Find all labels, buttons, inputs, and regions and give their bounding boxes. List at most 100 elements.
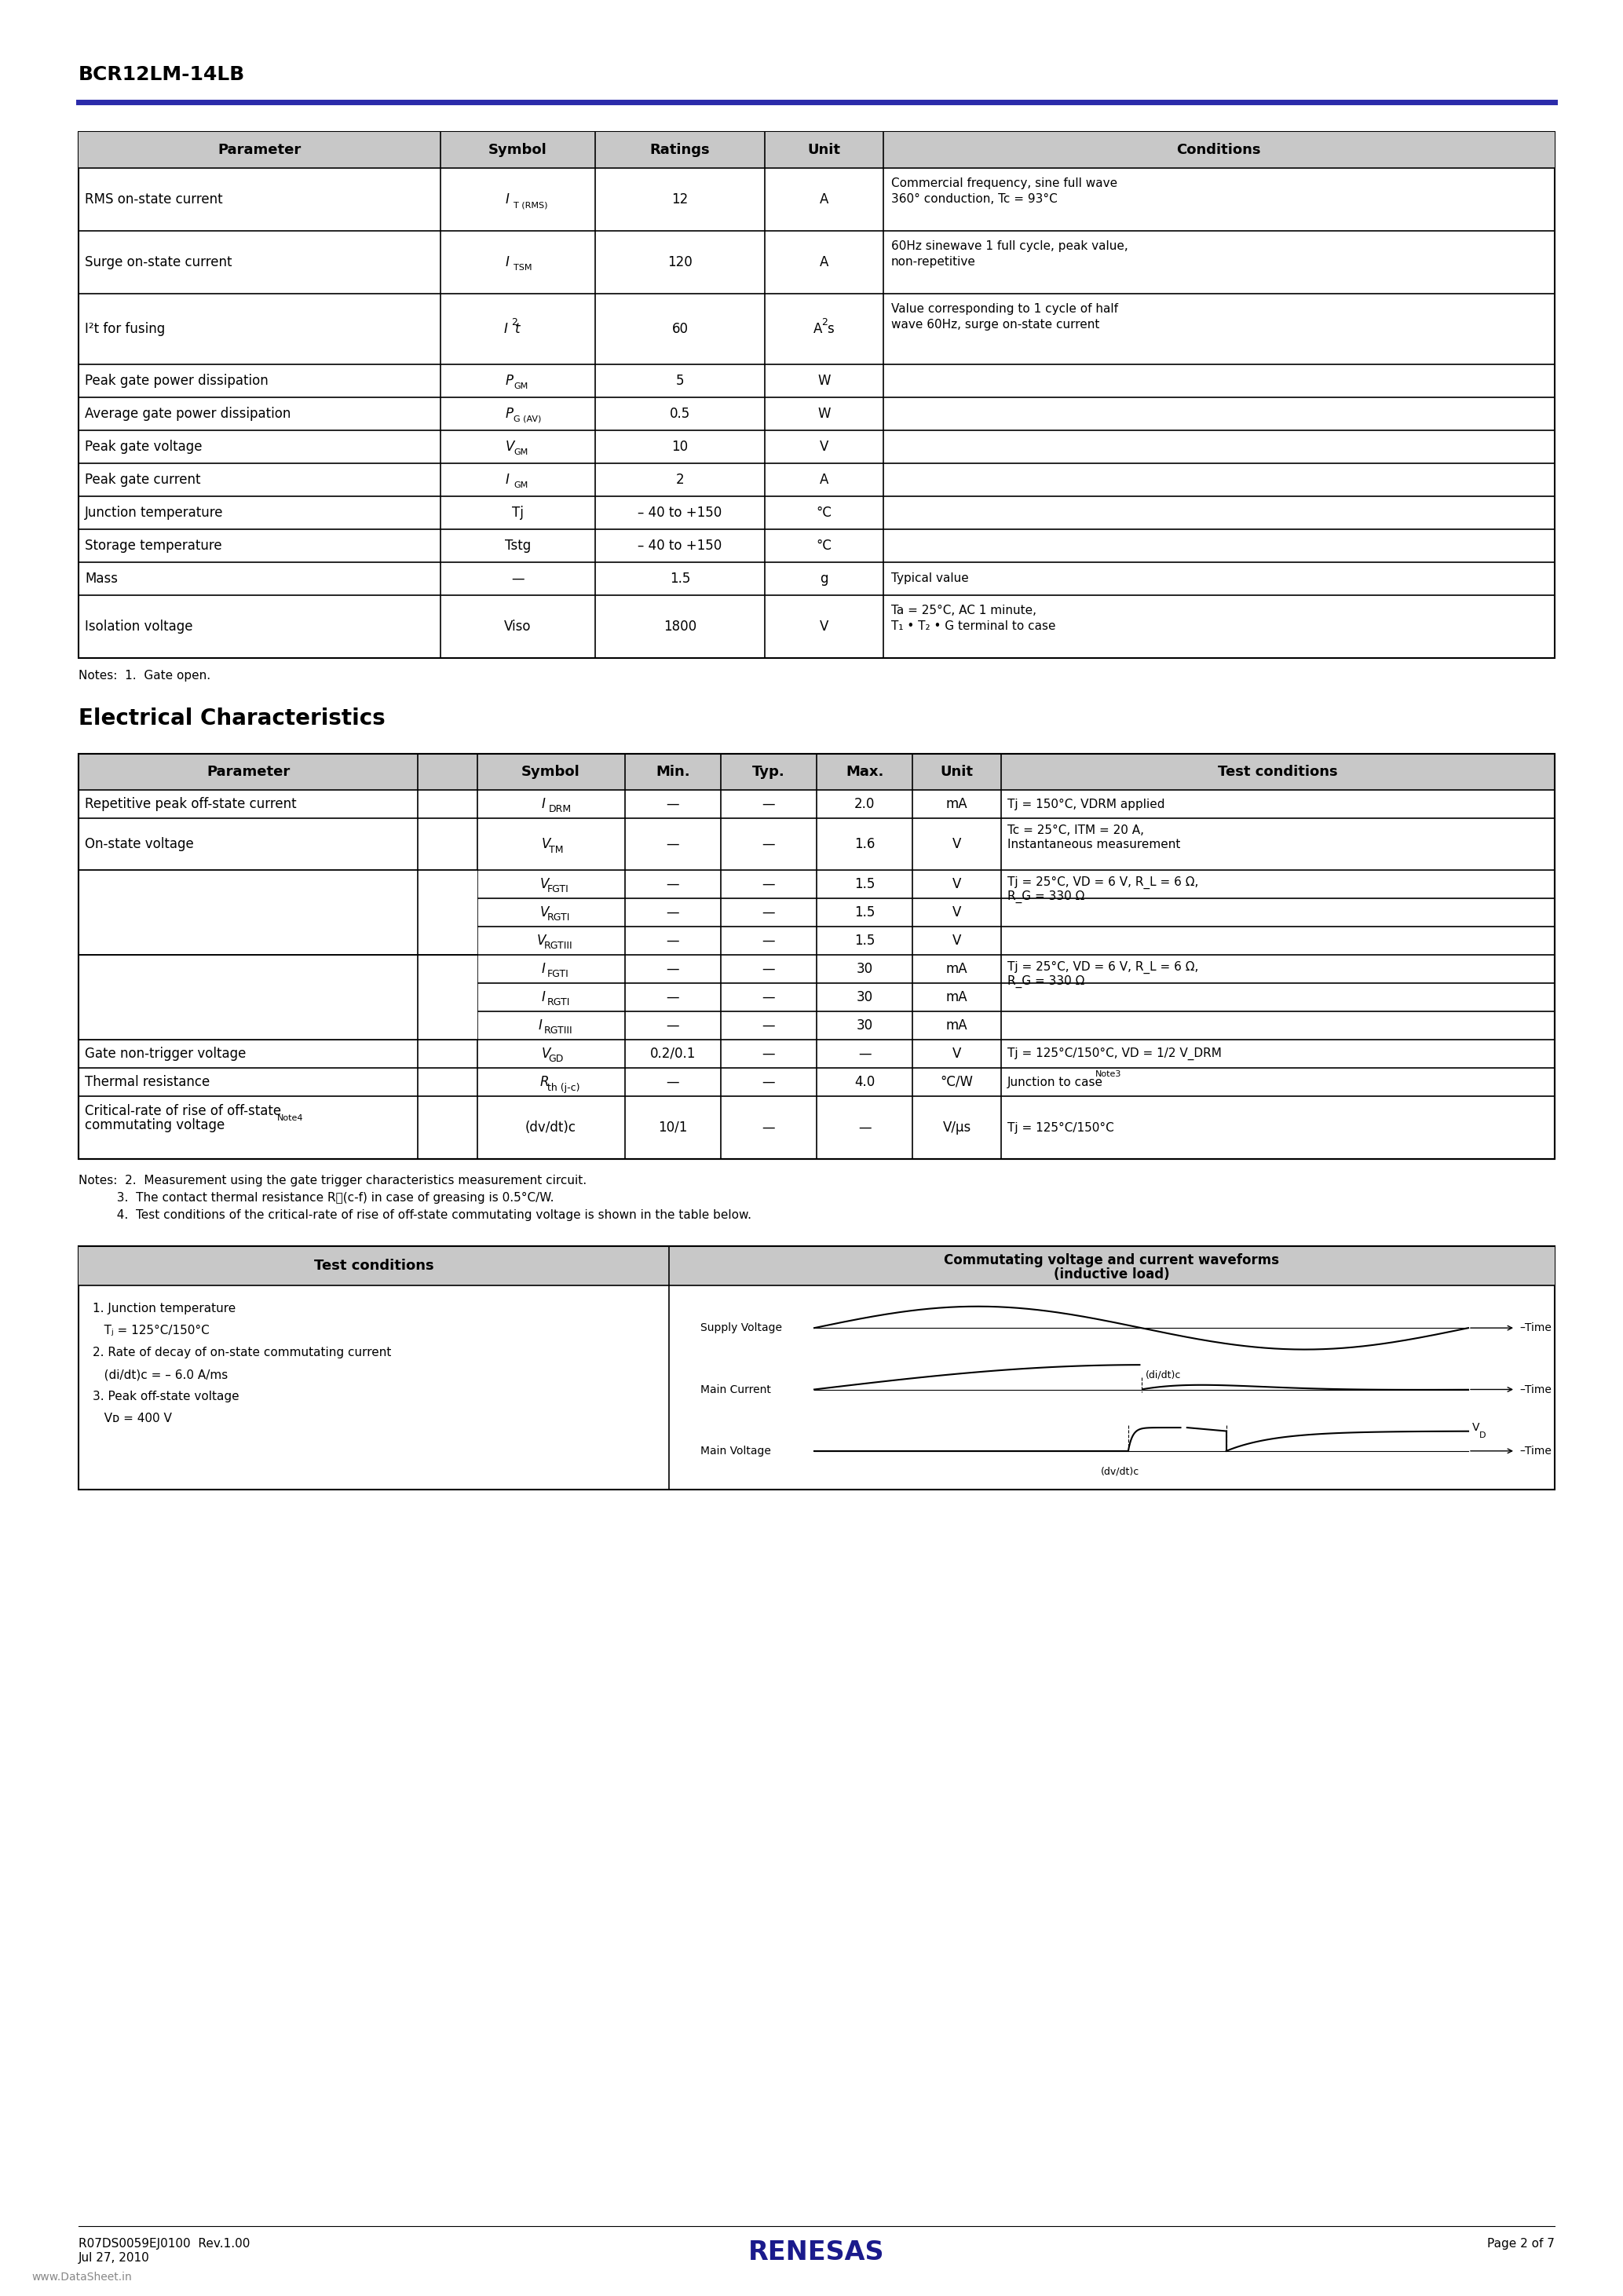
Text: Commercial frequency, sine full wave: Commercial frequency, sine full wave (891, 177, 1117, 188)
Text: 10/1: 10/1 (657, 1120, 688, 1134)
Text: 30: 30 (857, 990, 873, 1003)
Text: RENESAS: RENESAS (748, 2239, 885, 2264)
Text: °C: °C (816, 540, 831, 553)
Text: III: III (441, 934, 453, 948)
Text: I: I (446, 877, 450, 891)
Text: 4.0: 4.0 (854, 1075, 875, 1088)
Text: —: — (763, 1019, 776, 1033)
Text: Commutating voltage and current waveforms: Commutating voltage and current waveform… (945, 1254, 1279, 1267)
Bar (78, 131, 1555, 659)
Text: Peak gate voltage: Peak gate voltage (84, 441, 203, 455)
Text: I: I (505, 193, 510, 207)
Text: Value corresponding to 1 cycle of half: Value corresponding to 1 cycle of half (891, 303, 1118, 315)
Text: Tj: Tj (511, 505, 524, 519)
Text: I: I (446, 962, 450, 976)
Text: Jul 27, 2010: Jul 27, 2010 (78, 2252, 149, 2264)
Text: °C/W: °C/W (940, 1075, 974, 1088)
Text: 1.5: 1.5 (854, 877, 875, 891)
Text: —: — (665, 797, 678, 810)
Text: TSM: TSM (514, 264, 532, 271)
Text: —: — (859, 1047, 872, 1061)
Text: (di/dt)c = – 6.0 A/ms: (di/dt)c = – 6.0 A/ms (93, 1368, 227, 1380)
Text: Unit: Unit (940, 765, 974, 778)
Bar (78, 131, 1555, 168)
Text: A: A (820, 473, 828, 487)
Text: V: V (505, 441, 514, 455)
Text: —: — (763, 905, 776, 918)
Text: GM: GM (514, 482, 527, 489)
Text: —: — (665, 1019, 678, 1033)
Text: Conditions: Conditions (1177, 142, 1261, 156)
Text: II: II (443, 905, 451, 918)
Bar (78, 1247, 669, 1286)
Text: Parameter: Parameter (217, 142, 300, 156)
Text: Tc = 25°C, ITM = 20 A,: Tc = 25°C, ITM = 20 A, (1008, 824, 1144, 836)
Text: mA: mA (946, 962, 967, 976)
Text: Test conditions: Test conditions (313, 1258, 433, 1272)
Text: RGTIII: RGTIII (544, 1026, 573, 1035)
Text: —: — (665, 838, 678, 852)
Text: BCR12LM-14LB: BCR12LM-14LB (78, 64, 245, 85)
Text: P: P (505, 406, 513, 420)
Text: Typical value: Typical value (891, 572, 969, 585)
Text: GD: GD (549, 1054, 563, 1065)
Text: R_G = 330 Ω: R_G = 330 Ω (1008, 891, 1084, 902)
Text: 1.5: 1.5 (854, 905, 875, 918)
Text: 2: 2 (821, 317, 828, 328)
Text: Tj = 150°C, VDRM applied: Tj = 150°C, VDRM applied (1008, 799, 1165, 810)
Text: —: — (763, 1075, 776, 1088)
Text: 30: 30 (857, 1019, 873, 1033)
Bar (669, 1247, 1555, 1286)
Bar (78, 753, 1555, 1159)
Text: On-state voltage: On-state voltage (84, 838, 193, 852)
Text: Storage temperature: Storage temperature (84, 540, 222, 553)
Text: commutating voltage: commutating voltage (84, 1118, 224, 1132)
Text: – 40 to +150: – 40 to +150 (638, 540, 722, 553)
Bar (78, 955, 477, 1040)
Text: Note3: Note3 (1096, 1070, 1121, 1079)
Text: V: V (820, 441, 828, 455)
Text: 120: 120 (667, 255, 693, 269)
Text: Ta = 25°C, AC 1 minute,: Ta = 25°C, AC 1 minute, (891, 604, 1035, 615)
Text: —: — (511, 572, 524, 585)
Text: V/μs: V/μs (943, 1120, 971, 1134)
Text: II: II (443, 990, 451, 1003)
Text: —: — (763, 1120, 776, 1134)
Text: 3. Peak off-state voltage: 3. Peak off-state voltage (93, 1391, 239, 1403)
Text: I: I (542, 797, 545, 810)
Text: Gate trigger voltage: Gate trigger voltage (84, 877, 217, 891)
Text: 2: 2 (511, 317, 518, 328)
Text: 1.5: 1.5 (854, 934, 875, 948)
Text: Symbol: Symbol (489, 142, 547, 156)
Text: —: — (763, 962, 776, 976)
Text: Page 2 of 7: Page 2 of 7 (1487, 2239, 1555, 2250)
Text: —: — (665, 990, 678, 1003)
Text: – 40 to +150: – 40 to +150 (638, 505, 722, 519)
Text: (dv/dt)c: (dv/dt)c (526, 1120, 576, 1134)
Text: Ratings: Ratings (649, 142, 711, 156)
Text: 360° conduction, Tc = 93°C: 360° conduction, Tc = 93°C (891, 193, 1057, 204)
Text: 30: 30 (857, 962, 873, 976)
Text: —: — (859, 1120, 872, 1134)
Text: Peak gate current: Peak gate current (84, 473, 201, 487)
Text: Tj = 125°C/150°C: Tj = 125°C/150°C (1008, 1123, 1113, 1134)
Text: V: V (542, 1047, 550, 1061)
Text: Surge on-state current: Surge on-state current (84, 255, 232, 269)
Text: Repetitive peak off-state current: Repetitive peak off-state current (84, 797, 297, 810)
Text: I: I (542, 990, 545, 1003)
Text: W: W (818, 374, 831, 388)
Text: 10: 10 (672, 441, 688, 455)
Text: —: — (763, 838, 776, 852)
Text: RGTI: RGTI (547, 914, 570, 923)
Text: Tj = 25°C, VD = 6 V, R_L = 6 Ω,: Tj = 25°C, VD = 6 V, R_L = 6 Ω, (1008, 877, 1198, 889)
Text: 1.6: 1.6 (854, 838, 875, 852)
Text: Viso: Viso (505, 620, 531, 634)
Text: V: V (540, 905, 549, 918)
Text: (dv/dt)c: (dv/dt)c (1100, 1467, 1139, 1476)
Text: Tj = 125°C/150°C, VD = 1/2 V_DRM: Tj = 125°C/150°C, VD = 1/2 V_DRM (1008, 1047, 1222, 1061)
Text: 0.2/0.1: 0.2/0.1 (649, 1047, 696, 1061)
Text: Main Voltage: Main Voltage (701, 1446, 771, 1456)
Text: Junction temperature: Junction temperature (84, 505, 224, 519)
Text: I: I (505, 473, 510, 487)
Text: (inductive load): (inductive load) (1053, 1267, 1170, 1281)
